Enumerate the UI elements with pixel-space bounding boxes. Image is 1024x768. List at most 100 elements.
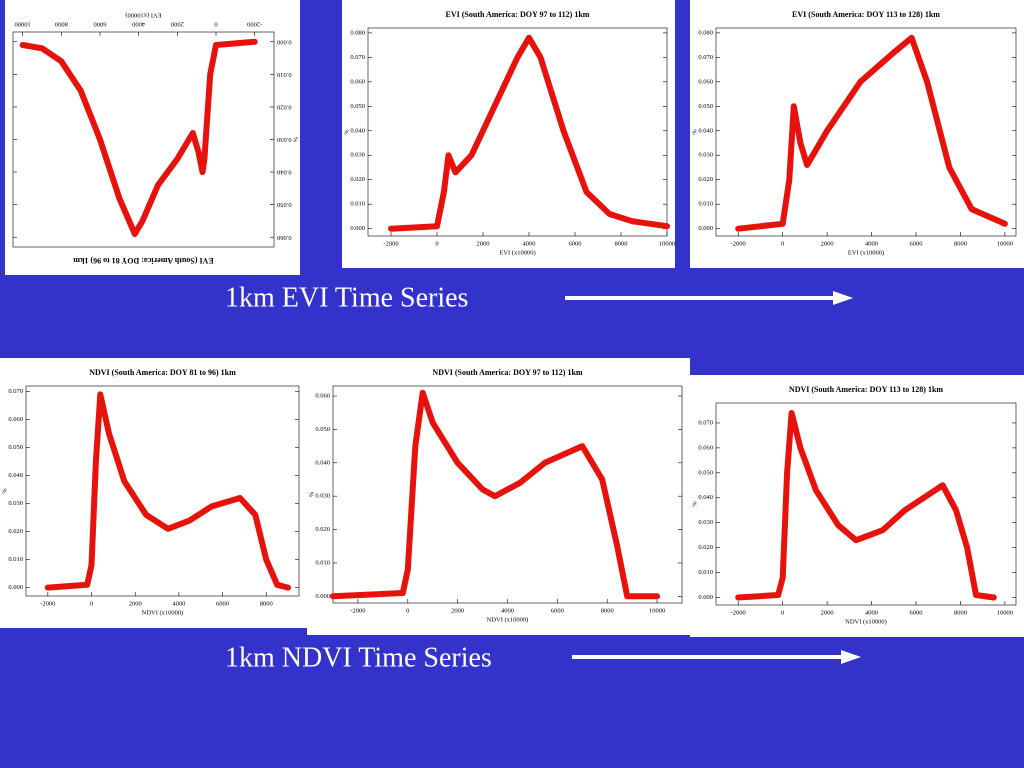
y-tick-label: 0.020 xyxy=(315,526,330,533)
x-axis-label: NDVI (x10000) xyxy=(845,618,887,625)
x-tick-label: 10000 xyxy=(15,21,31,28)
plot-frame xyxy=(367,27,668,237)
x-tick-label: 4000 xyxy=(865,240,878,247)
y-tick-label: 0.060 xyxy=(315,392,330,399)
y-tick-label: 0.040 xyxy=(698,494,713,501)
x-tick-label: 2000 xyxy=(821,240,834,247)
y-tick-label: 0.050 xyxy=(698,103,713,110)
chart-title: NDVI (South America: DOY 113 to 128) 1km xyxy=(789,385,943,394)
y-tick-label: 0.070 xyxy=(698,54,713,61)
y-tick-label: 0.030 xyxy=(698,152,713,159)
x-axis-label: EVI (x10000) xyxy=(125,12,161,19)
chart-panel: EVI (South America: DOY 113 to 128) 1km 0… xyxy=(690,0,1024,268)
x-axis-label: NDVI (x10000) xyxy=(487,616,529,623)
x-axis-label: EVI (x10000) xyxy=(848,249,884,256)
x-tick-label: 4000 xyxy=(501,607,514,614)
chart-panel: NDVI (South America: DOY 97 to 112) 1km 0… xyxy=(307,358,690,635)
x-tick-label: -2000 xyxy=(350,607,365,614)
x-tick-label: 6000 xyxy=(569,240,582,247)
chart-title: EVI (South America: DOY 97 to 112) 1km xyxy=(446,10,590,19)
x-tick-label: 2000 xyxy=(821,609,834,616)
data-line xyxy=(44,391,292,591)
x-tick-label: 10000 xyxy=(997,240,1013,247)
x-tick-label: 10000 xyxy=(659,240,675,247)
y-tick-label: 0.000 xyxy=(698,225,713,232)
x-tick-label: 8000 xyxy=(601,607,614,614)
y-tick-label: 0.060 xyxy=(277,234,292,241)
x-tick-label: 4000 xyxy=(865,609,878,616)
x-tick-label: 4000 xyxy=(523,240,536,247)
x-axis-label: EVI (x10000) xyxy=(499,249,535,256)
data-line xyxy=(19,38,258,237)
y-tick-label: 0.010 xyxy=(698,569,713,576)
y-tick-label: 0.050 xyxy=(698,469,713,476)
y-tick-label: 0.070 xyxy=(698,419,713,426)
data-line xyxy=(735,34,1008,232)
y-tick-label: 0.030 xyxy=(698,519,713,526)
y-tick-label: 0.060 xyxy=(698,78,713,85)
x-tick-label: 8000 xyxy=(954,240,967,247)
y-tick-label: 0.010 xyxy=(8,556,23,563)
caption: 1km NDVI Time Series xyxy=(225,642,492,673)
y-tick-label: 0.080 xyxy=(350,29,365,36)
y-tick-label: 0.030 xyxy=(277,136,292,143)
chart-panel: EVI (South America: DOY 81 to 96) 1km 0.0… xyxy=(5,0,300,275)
chart-panel: EVI (South America: DOY 97 to 112) 1km 0.… xyxy=(342,0,675,268)
y-axis-label: % xyxy=(343,129,350,135)
x-tick-label: 6000 xyxy=(551,607,564,614)
y-tick-label: 0.010 xyxy=(698,201,713,208)
panel-background xyxy=(5,0,300,275)
x-tick-label: 4000 xyxy=(132,21,145,28)
x-tick-label: 10000 xyxy=(649,607,665,614)
y-tick-label: 0.000 xyxy=(277,38,292,45)
y-tick-label: 0.010 xyxy=(277,71,292,78)
y-axis-label: % xyxy=(292,137,299,143)
x-tick-label: 2000 xyxy=(171,21,184,28)
chart-title: EVI (South America: DOY 81 to 96) 1km xyxy=(73,256,214,265)
x-tick-label: 8000 xyxy=(55,21,68,28)
y-tick-label: 0.010 xyxy=(315,559,330,566)
x-tick-label: 8000 xyxy=(615,240,628,247)
x-tick-label: 0 xyxy=(406,607,409,614)
data-line xyxy=(735,410,997,601)
chart-title: EVI (South America: DOY 113 to 128) 1km xyxy=(792,10,940,19)
y-tick-label: 0.070 xyxy=(350,54,365,61)
y-tick-label: 0.040 xyxy=(350,127,365,134)
chart-title: NDVI (South America: DOY 81 to 96) 1km xyxy=(89,368,236,377)
y-tick-label: 0.040 xyxy=(8,472,23,479)
x-tick-label: 2000 xyxy=(477,240,490,247)
y-tick-label: 0.050 xyxy=(350,103,365,110)
y-tick-label: 0.030 xyxy=(350,152,365,159)
y-tick-label: 0.060 xyxy=(350,78,365,85)
x-tick-label: 6000 xyxy=(216,600,229,607)
x-tick-label: -2000 xyxy=(40,600,55,607)
y-tick-label: 0.000 xyxy=(350,225,365,232)
data-line xyxy=(388,34,670,232)
arrow xyxy=(565,291,853,305)
y-tick-label: 0.080 xyxy=(698,29,713,36)
y-tick-label: 0.050 xyxy=(8,444,23,451)
x-tick-label: -2000 xyxy=(731,240,746,247)
y-tick-label: 0.020 xyxy=(698,176,713,183)
x-tick-label: 2000 xyxy=(451,607,464,614)
y-axis-label: % xyxy=(691,129,698,135)
y-axis-label: % xyxy=(1,488,8,494)
data-line xyxy=(330,389,661,600)
x-tick-label: -2000 xyxy=(731,609,746,616)
y-tick-label: 0.050 xyxy=(277,201,292,208)
y-tick-label: 0.030 xyxy=(315,493,330,500)
y-axis-label: % xyxy=(691,501,698,507)
y-tick-label: 0.020 xyxy=(698,544,713,551)
x-tick-label: -2000 xyxy=(247,21,262,28)
x-tick-label: 10000 xyxy=(997,609,1013,616)
y-tick-label: 0.060 xyxy=(698,444,713,451)
y-tick-label: 0.010 xyxy=(350,201,365,208)
y-tick-label: 0.060 xyxy=(8,416,23,423)
x-tick-label: 2000 xyxy=(129,600,142,607)
y-tick-label: 0.020 xyxy=(350,176,365,183)
y-tick-label: 0.020 xyxy=(8,528,23,535)
plot-frame xyxy=(25,385,300,597)
x-tick-label: 4000 xyxy=(172,600,185,607)
caption: 1km EVI Time Series xyxy=(225,282,468,313)
